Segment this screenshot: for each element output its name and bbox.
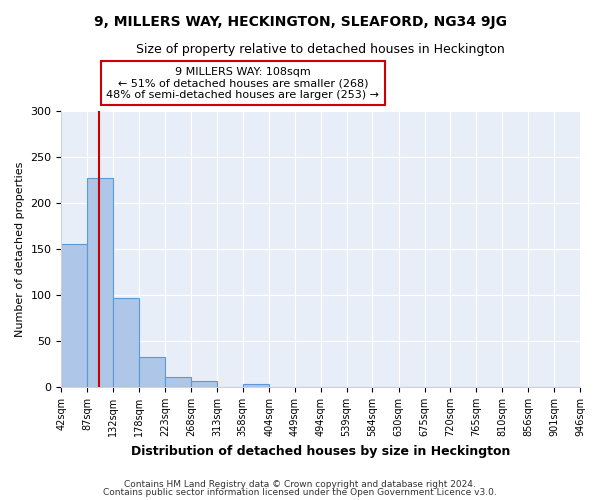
Bar <box>87 178 113 387</box>
Bar <box>242 384 269 387</box>
Bar <box>139 356 165 387</box>
Y-axis label: Number of detached properties: Number of detached properties <box>15 162 25 336</box>
Bar <box>113 298 139 387</box>
Bar <box>165 377 191 387</box>
Bar <box>61 244 87 387</box>
Text: 9 MILLERS WAY: 108sqm
← 51% of detached houses are smaller (268)
48% of semi-det: 9 MILLERS WAY: 108sqm ← 51% of detached … <box>106 66 379 100</box>
X-axis label: Distribution of detached houses by size in Heckington: Distribution of detached houses by size … <box>131 444 511 458</box>
Text: Contains public sector information licensed under the Open Government Licence v3: Contains public sector information licen… <box>103 488 497 497</box>
Bar <box>191 380 217 387</box>
Text: Contains HM Land Registry data © Crown copyright and database right 2024.: Contains HM Land Registry data © Crown c… <box>124 480 476 489</box>
Text: 9, MILLERS WAY, HECKINGTON, SLEAFORD, NG34 9JG: 9, MILLERS WAY, HECKINGTON, SLEAFORD, NG… <box>94 15 506 29</box>
Title: Size of property relative to detached houses in Heckington: Size of property relative to detached ho… <box>136 42 505 56</box>
